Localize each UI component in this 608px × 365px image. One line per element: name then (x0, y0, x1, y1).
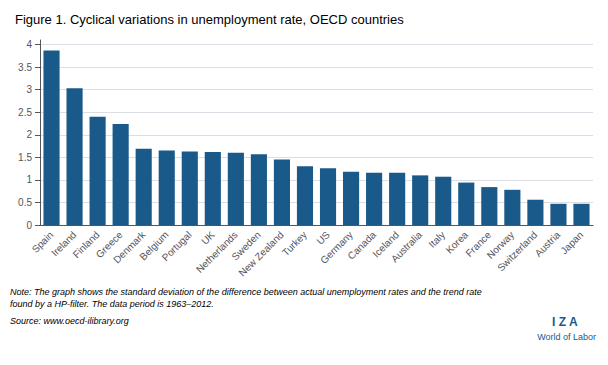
svg-text:2: 2 (26, 129, 32, 140)
svg-text:US: US (314, 229, 332, 247)
svg-text:Finland: Finland (70, 229, 102, 260)
svg-text:Korea: Korea (443, 229, 471, 256)
svg-text:France: France (463, 229, 494, 259)
svg-text:Belgium: Belgium (137, 229, 171, 263)
svg-text:found by a HP-filter. The data: found by a HP-filter. The data period is… (10, 299, 214, 309)
svg-text:2.5: 2.5 (18, 107, 32, 118)
svg-text:Source: www.oecd-ilibrary.org: Source: www.oecd-ilibrary.org (10, 316, 129, 326)
svg-text:Note: The graph shows the stan: Note: The graph shows the standard devia… (10, 287, 482, 297)
svg-text:1.5: 1.5 (18, 152, 32, 163)
svg-text:4: 4 (26, 39, 32, 50)
svg-text:Portugal: Portugal (160, 229, 194, 263)
svg-text:Spain: Spain (29, 229, 56, 255)
svg-text:3.5: 3.5 (18, 62, 32, 73)
svg-text:I Z A: I Z A (552, 315, 578, 329)
svg-text:Iceland: Iceland (370, 229, 401, 260)
svg-text:World of Labor: World of Labor (537, 332, 596, 342)
svg-text:Sweden: Sweden (229, 229, 263, 263)
svg-text:3: 3 (26, 84, 32, 95)
svg-text:UK: UK (199, 229, 217, 247)
svg-text:0.5: 0.5 (18, 197, 32, 208)
svg-text:Greece: Greece (93, 229, 125, 260)
svg-text:Norway: Norway (484, 229, 517, 261)
svg-text:Ireland: Ireland (49, 229, 79, 259)
svg-text:0: 0 (26, 220, 32, 231)
svg-text:Japan: Japan (558, 229, 585, 256)
svg-text:New Zealand: New Zealand (236, 229, 285, 278)
svg-text:Australia: Australia (389, 229, 425, 265)
svg-text:Figure 1. Cyclical variations: Figure 1. Cyclical variations in unemplo… (15, 12, 404, 27)
svg-text:Germany: Germany (318, 229, 355, 266)
svg-text:Denmark: Denmark (111, 229, 148, 266)
svg-text:Turkey: Turkey (280, 229, 309, 258)
svg-text:Switzerland: Switzerland (495, 229, 540, 274)
svg-text:Italy: Italy (426, 229, 448, 250)
svg-text:1: 1 (26, 174, 32, 185)
svg-text:Austria: Austria (533, 229, 563, 259)
svg-text:Canada: Canada (345, 229, 378, 262)
svg-text:Netherlands: Netherlands (193, 229, 240, 275)
